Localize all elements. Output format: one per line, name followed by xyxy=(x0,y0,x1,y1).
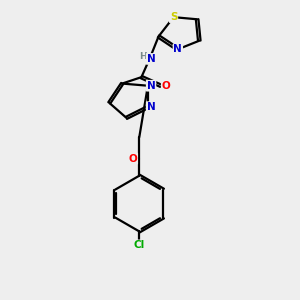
Text: N: N xyxy=(147,81,155,91)
Text: O: O xyxy=(162,81,170,91)
Text: O: O xyxy=(128,154,137,164)
Text: N: N xyxy=(147,102,155,112)
Text: N: N xyxy=(147,54,155,64)
Text: Cl: Cl xyxy=(134,240,145,250)
Text: H: H xyxy=(139,52,146,61)
Text: N: N xyxy=(173,44,182,54)
Text: S: S xyxy=(170,12,177,22)
